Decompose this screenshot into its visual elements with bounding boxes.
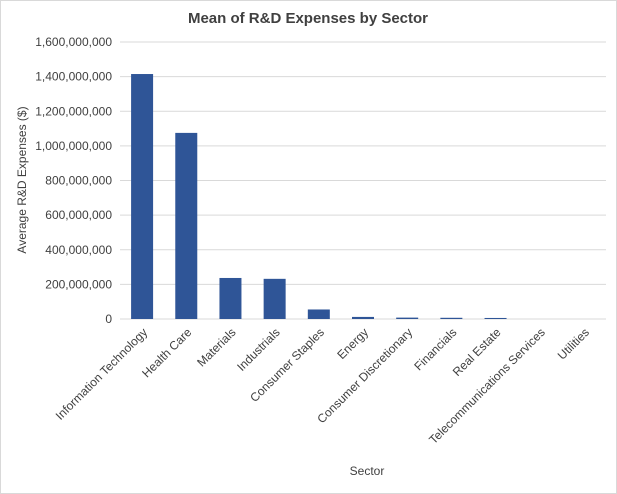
bar bbox=[219, 277, 242, 319]
x-tick-label: Information Technology bbox=[53, 325, 150, 422]
chart-title: Mean of R&D Expenses by Sector bbox=[188, 10, 428, 27]
y-tick-label: 1,200,000,000 bbox=[35, 104, 112, 118]
y-axis-ticks: 0 200,000,000 400,000,000 600,000,000 800,00… bbox=[35, 35, 112, 326]
gridlines bbox=[120, 41, 606, 320]
y-axis-title: Average R&D Expenses ($) bbox=[15, 106, 29, 253]
y-tick-label: 1,400,000,000 bbox=[35, 70, 112, 84]
y-tick-label: 800,000,000 bbox=[45, 174, 112, 188]
bar bbox=[396, 317, 419, 319]
bar bbox=[307, 309, 330, 319]
y-tick-label: 200,000,000 bbox=[45, 277, 112, 291]
bars bbox=[131, 74, 507, 319]
y-tick-label: 1,600,000,000 bbox=[35, 35, 112, 49]
bar bbox=[263, 278, 286, 319]
x-tick-label: Utilities bbox=[555, 325, 592, 362]
bar bbox=[440, 317, 463, 319]
bar bbox=[484, 317, 507, 319]
y-tick-label: 0 bbox=[105, 312, 112, 326]
y-tick-label: 600,000,000 bbox=[45, 208, 112, 222]
y-tick-label: 1,000,000,000 bbox=[35, 139, 112, 153]
y-tick-label: 400,000,000 bbox=[45, 243, 112, 257]
bar bbox=[131, 74, 154, 319]
x-tick-label: Materials bbox=[194, 325, 238, 369]
bar bbox=[175, 132, 198, 319]
bar bbox=[352, 316, 374, 319]
x-tick-label: Consumer Staples bbox=[247, 325, 327, 405]
x-axis-title: Sector bbox=[350, 464, 385, 478]
x-tick-label: Energy bbox=[334, 325, 371, 362]
